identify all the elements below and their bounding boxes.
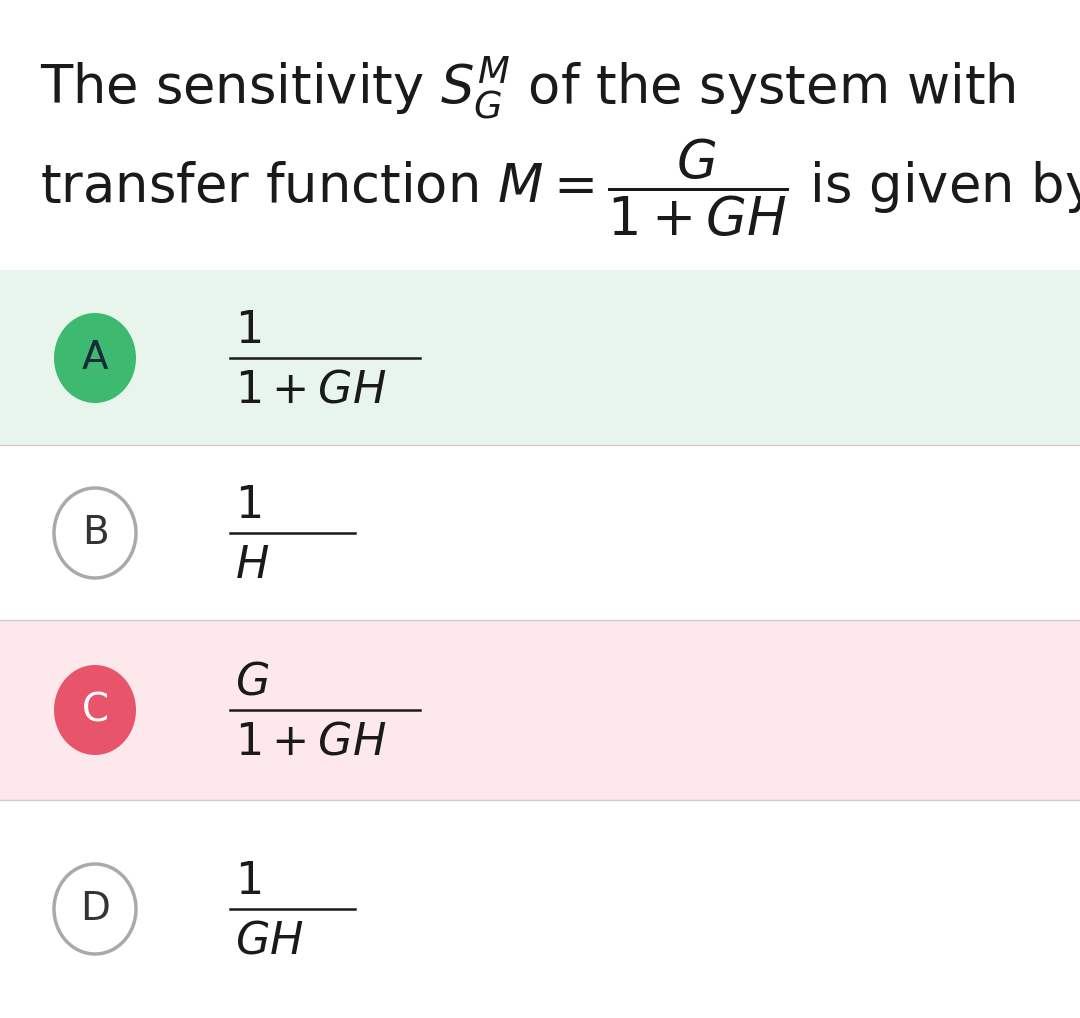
Bar xyxy=(0,270,1080,445)
Text: B: B xyxy=(82,514,108,552)
Ellipse shape xyxy=(54,864,136,954)
Text: C: C xyxy=(81,691,109,729)
Text: $1+\mathit{GH}$: $1+\mathit{GH}$ xyxy=(235,721,387,764)
Bar xyxy=(0,620,1080,800)
Text: $\mathit{1}$: $\mathit{1}$ xyxy=(235,484,261,526)
Text: A: A xyxy=(82,339,108,377)
Text: The sensitivity $S_G^M$ of the system with: The sensitivity $S_G^M$ of the system wi… xyxy=(40,55,1015,121)
Ellipse shape xyxy=(54,313,136,403)
Text: $1+\mathit{GH}$: $1+\mathit{GH}$ xyxy=(235,369,387,411)
Text: $\mathit{1}$: $\mathit{1}$ xyxy=(235,308,261,351)
Text: D: D xyxy=(80,890,110,928)
Ellipse shape xyxy=(54,488,136,578)
Text: $\mathit{1}$: $\mathit{1}$ xyxy=(235,859,261,903)
Text: $\mathit{H}$: $\mathit{H}$ xyxy=(235,544,269,586)
Text: transfer function $\mathit{M}=\dfrac{\mathit{G}}{1+\mathit{GH}}$ is given by: transfer function $\mathit{M}=\dfrac{\ma… xyxy=(40,136,1080,239)
Text: $\mathit{G}$: $\mathit{G}$ xyxy=(235,661,269,703)
Text: $\mathit{GH}$: $\mathit{GH}$ xyxy=(235,919,303,962)
Ellipse shape xyxy=(54,665,136,755)
